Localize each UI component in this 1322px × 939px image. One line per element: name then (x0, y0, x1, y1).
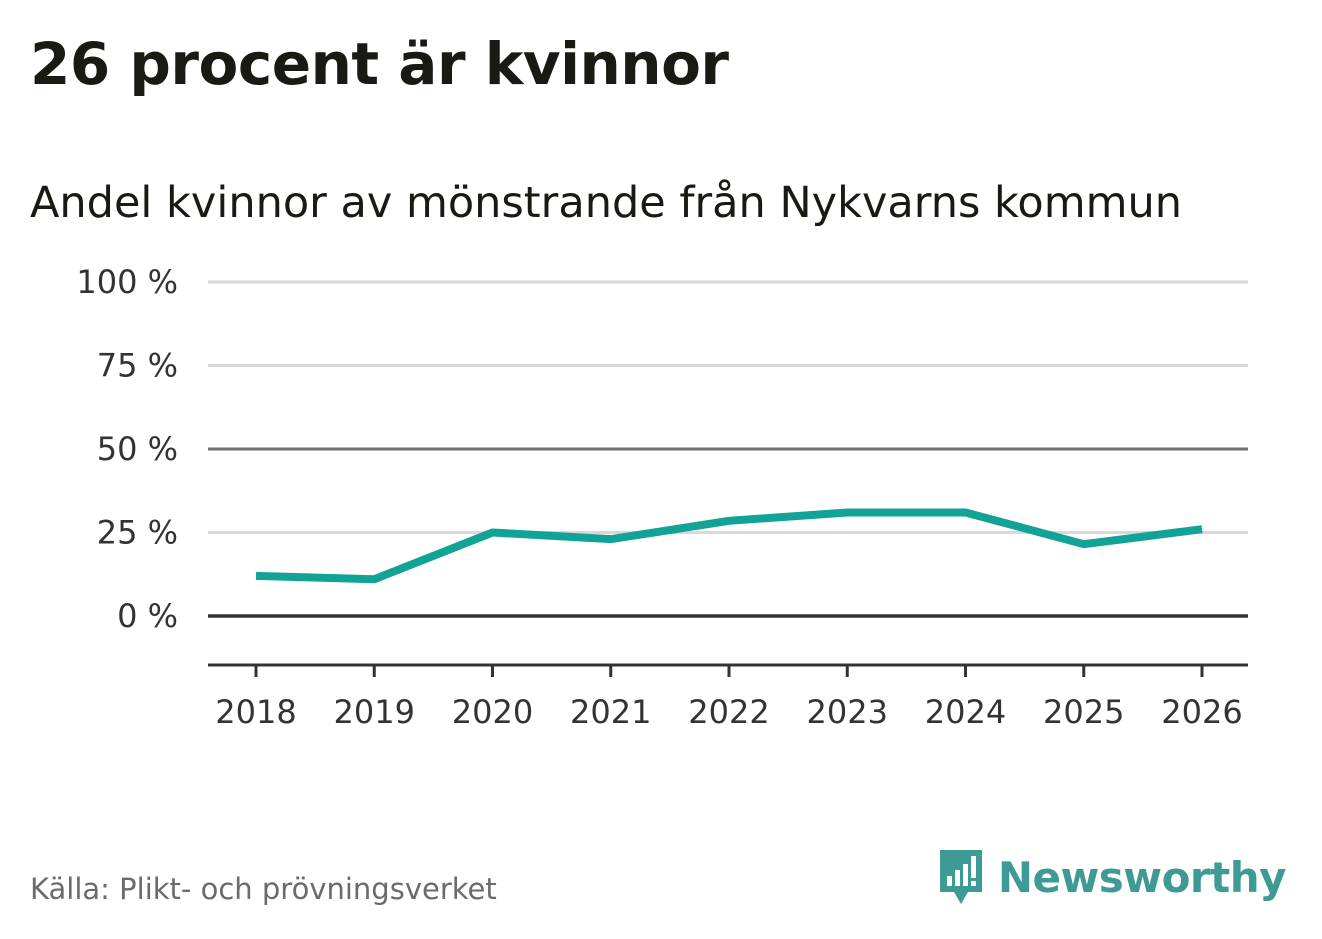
data-point-2021 (607, 535, 615, 543)
y-tick-label: 25 % (97, 514, 178, 552)
grid-layer (208, 280, 1248, 618)
brand-logo: Newsworthy (938, 848, 1287, 906)
line-chart: 0 % 25 % 50 % 75 % 100 % 2018 2019 2020 2021 202… (76, 263, 1248, 731)
x-axis: 2018 2019 2020 2021 2022 2023 2024 2025 2026 (208, 663, 1248, 731)
data-point-2026 (1198, 525, 1206, 533)
series-line (255, 508, 1203, 584)
y-tick-label: 75 % (97, 347, 178, 385)
x-tick-label: 2020 (452, 693, 533, 731)
y-axis: 0 % 25 % 50 % 75 % 100 % (76, 263, 178, 635)
y-tick-label: 100 % (76, 263, 178, 301)
x-tick-label: 2018 (215, 693, 296, 731)
x-tick-label: 2026 (1161, 693, 1242, 731)
x-tick-label: 2021 (570, 693, 651, 731)
y-tick-label: 0 % (117, 597, 178, 635)
data-point-2022 (725, 517, 733, 525)
x-tick-label: 2022 (688, 693, 769, 731)
newsworthy-logo-icon (939, 850, 982, 904)
x-tick-label: 2023 (807, 693, 888, 731)
y-tick-label: 50 % (97, 430, 178, 468)
data-point-2025 (1080, 540, 1088, 548)
chart-title: 26 procent är kvinnor (30, 30, 729, 98)
brand-name: Newsworthy (997, 852, 1287, 902)
data-point-2024 (962, 508, 970, 516)
series-layer (252, 508, 1206, 584)
chart-subtitle: Andel kvinnor av mönstrande från Nykvarn… (30, 178, 1182, 228)
data-point-2023 (843, 508, 851, 516)
data-point-2019 (370, 575, 378, 583)
source-note: Källa: Plikt- och prövningsverket (30, 872, 497, 906)
data-point-2018 (252, 572, 260, 580)
x-tick-label: 2019 (334, 693, 415, 731)
x-tick-label: 2024 (925, 693, 1006, 731)
data-point-2020 (489, 529, 497, 537)
x-tick-label: 2025 (1043, 693, 1124, 731)
